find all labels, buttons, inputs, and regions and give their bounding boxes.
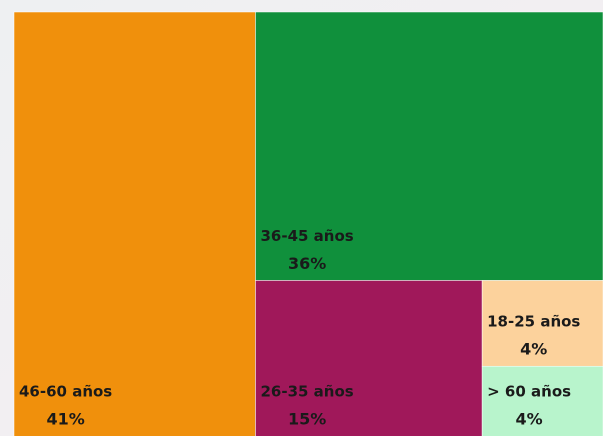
treemap-cell [13,11,256,436]
cell-label: 46-60 años [19,383,112,401]
cell-label: 26-35 años [260,383,353,401]
treemap-cell [255,11,603,281]
cell-value-label: 36% [288,254,326,273]
cell-label: 18-25 años [487,313,580,331]
treemap-cell [481,280,603,367]
cell-value-label: 15% [288,410,326,429]
cell-label: 36-45 años [260,227,353,245]
cell-value-label: 4% [516,410,543,429]
cell-value-label: 4% [520,340,547,359]
cell-value-label: 41% [46,410,84,429]
treemap-cell [481,365,603,436]
treemap-cell [255,280,483,436]
cell-label: > 60 años [487,383,571,401]
